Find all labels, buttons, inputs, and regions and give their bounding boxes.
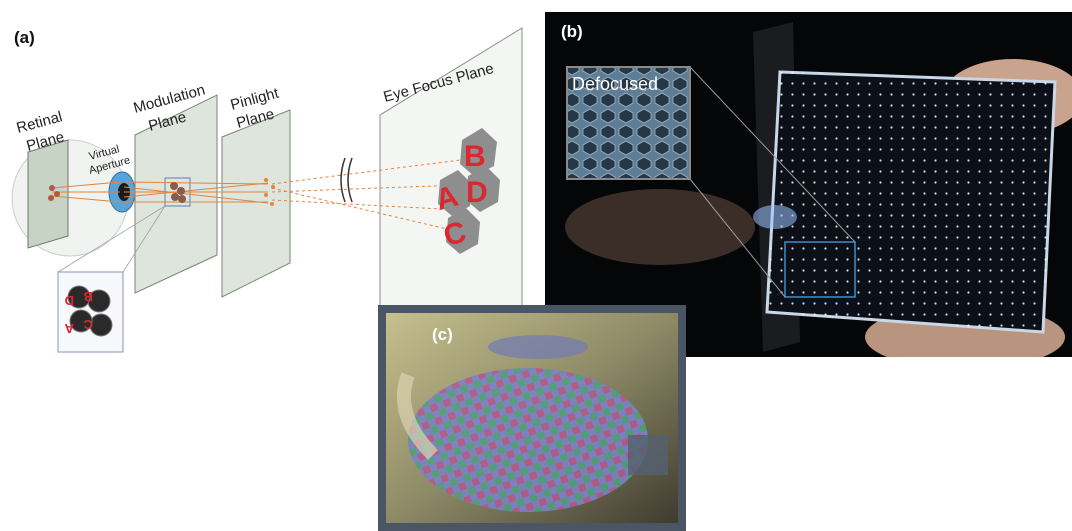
panel-a-diagram: A C D B B D A C Retinal Plane Virtual Ap… [0, 0, 545, 360]
modulation-inset-box [57, 271, 124, 353]
panel-c-label: (c) [432, 325, 453, 344]
modulation-pattern-cluster [170, 182, 186, 203]
defocused-label: Defocused [572, 74, 658, 94]
pinlight-dots [264, 178, 275, 206]
focus-letter-d: D [466, 176, 488, 209]
zoom-line-top [689, 66, 856, 243]
teapot-lid [488, 335, 588, 359]
teapot-photo [386, 313, 678, 523]
light-glow [753, 205, 797, 229]
virtual-rays [271, 159, 461, 233]
break-mark-right [347, 157, 353, 203]
zoom-line-right [122, 205, 166, 273]
panel-c-photo: (c) [378, 305, 686, 531]
inset-letter-d: D [65, 293, 74, 308]
inset-hex-cluster [67, 285, 113, 337]
highlight-box [784, 241, 856, 298]
focus-hex-cluster [438, 128, 500, 254]
panel-b-photo: Defocused (b) [545, 12, 1072, 357]
inset-letter-c: C [83, 317, 93, 332]
optical-diagram: A C D B B D A C Retinal Plane Virtual Ap… [11, 27, 523, 353]
inset-letter-b: B [84, 289, 93, 304]
display-photo: Defocused [565, 22, 1072, 357]
defocused-inset [566, 66, 691, 180]
phone-corner [628, 435, 668, 475]
hand-left [565, 189, 755, 265]
break-mark-left [340, 157, 346, 203]
inset-letter-a: A [64, 321, 74, 336]
panel-a-label: (a) [14, 28, 35, 47]
light-rays [51, 181, 269, 204]
pinlight-plane [221, 109, 291, 298]
teapot-body [408, 368, 648, 512]
zoom-line-bottom [689, 178, 786, 298]
panel-b-label: (b) [561, 22, 583, 41]
focus-letter-b: B [464, 140, 486, 173]
teapot-spout [396, 372, 439, 460]
retinal-plane [27, 139, 69, 249]
pinlight-dot-array [767, 72, 1055, 332]
zoom-line-left [57, 205, 166, 273]
retina-image-cluster [48, 185, 60, 201]
